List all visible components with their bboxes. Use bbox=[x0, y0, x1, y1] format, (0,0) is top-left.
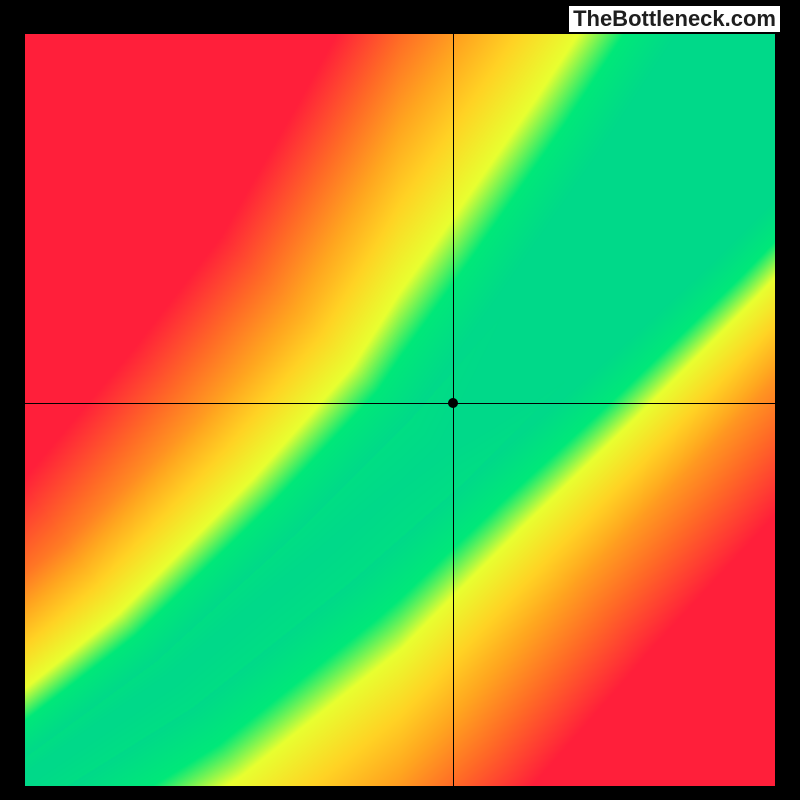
attribution-label: TheBottleneck.com bbox=[569, 6, 780, 32]
crosshair-horizontal bbox=[25, 403, 775, 404]
heatmap-plot bbox=[25, 34, 775, 786]
chart-frame: TheBottleneck.com bbox=[0, 0, 800, 800]
crosshair-vertical bbox=[453, 34, 454, 786]
heatmap-canvas bbox=[25, 34, 775, 786]
